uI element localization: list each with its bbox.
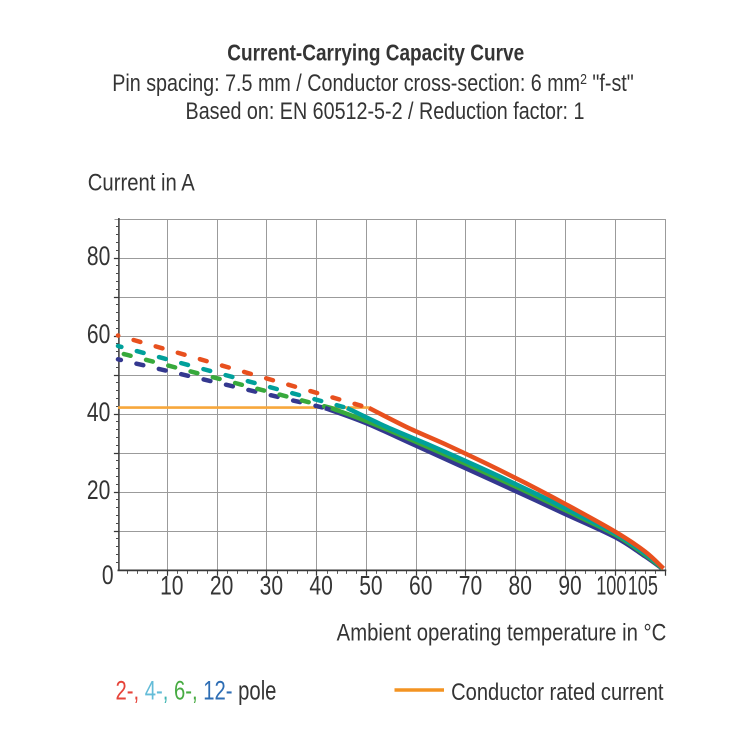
svg-text:80: 80 <box>87 241 110 271</box>
svg-text:90: 90 <box>558 571 581 601</box>
svg-text:100: 100 <box>596 570 626 601</box>
svg-text:Based on: EN 60512-5-2 / Reduc: Based on: EN 60512-5-2 / Reduction facto… <box>186 97 585 124</box>
svg-text:105: 105 <box>628 570 658 601</box>
svg-text:30: 30 <box>260 571 283 601</box>
svg-text:Conductor rated current: Conductor rated current <box>451 678 664 705</box>
svg-text:50: 50 <box>359 571 382 601</box>
svg-text:10: 10 <box>160 571 183 601</box>
svg-text:0: 0 <box>102 560 114 590</box>
svg-text:20: 20 <box>87 475 110 505</box>
svg-text:Current-Carrying Capacity Curv: Current-Carrying Capacity Curve <box>227 41 524 66</box>
svg-text:40: 40 <box>87 397 110 427</box>
svg-text:Ambient operating temperature: Ambient operating temperature in °C <box>337 619 667 646</box>
svg-text:Current in A: Current in A <box>88 169 195 196</box>
svg-text:Pin spacing: 7.5 mm / Conducto: Pin spacing: 7.5 mm / Conductor cross-se… <box>112 69 634 96</box>
svg-text:70: 70 <box>459 571 482 601</box>
svg-text:40: 40 <box>309 571 332 601</box>
svg-text:80: 80 <box>509 571 532 601</box>
svg-text:2-, 4-, 6-, 12- pole: 2-, 4-, 6-, 12- pole <box>116 676 277 707</box>
svg-text:20: 20 <box>210 571 233 601</box>
svg-text:60: 60 <box>409 571 432 601</box>
svg-text:60: 60 <box>87 319 110 349</box>
